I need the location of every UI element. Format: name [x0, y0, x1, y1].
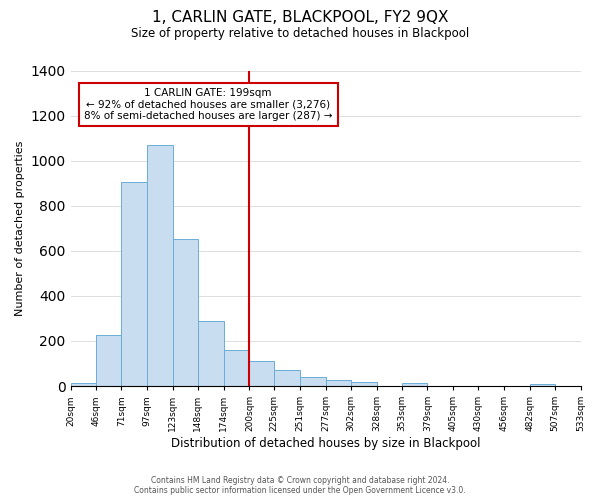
Y-axis label: Number of detached properties: Number of detached properties	[15, 140, 25, 316]
Bar	[71, 382, 97, 386]
Bar	[401, 382, 427, 386]
Text: 1 CARLIN GATE: 199sqm
← 92% of detached houses are smaller (3,276)
8% of semi-de: 1 CARLIN GATE: 199sqm ← 92% of detached …	[84, 88, 332, 121]
Bar	[173, 239, 198, 386]
Bar	[274, 370, 300, 386]
Bar	[326, 380, 351, 386]
Text: Size of property relative to detached houses in Blackpool: Size of property relative to detached ho…	[131, 28, 469, 40]
Bar	[198, 321, 224, 386]
Bar	[147, 145, 173, 386]
Bar	[300, 376, 326, 386]
Bar	[250, 361, 274, 386]
Bar	[97, 334, 121, 386]
X-axis label: Distribution of detached houses by size in Blackpool: Distribution of detached houses by size …	[171, 437, 480, 450]
Bar	[351, 382, 377, 386]
Bar	[224, 350, 250, 386]
Text: Contains HM Land Registry data © Crown copyright and database right 2024.
Contai: Contains HM Land Registry data © Crown c…	[134, 476, 466, 495]
Bar	[530, 384, 554, 386]
Bar	[121, 182, 147, 386]
Text: 1, CARLIN GATE, BLACKPOOL, FY2 9QX: 1, CARLIN GATE, BLACKPOOL, FY2 9QX	[152, 10, 448, 25]
